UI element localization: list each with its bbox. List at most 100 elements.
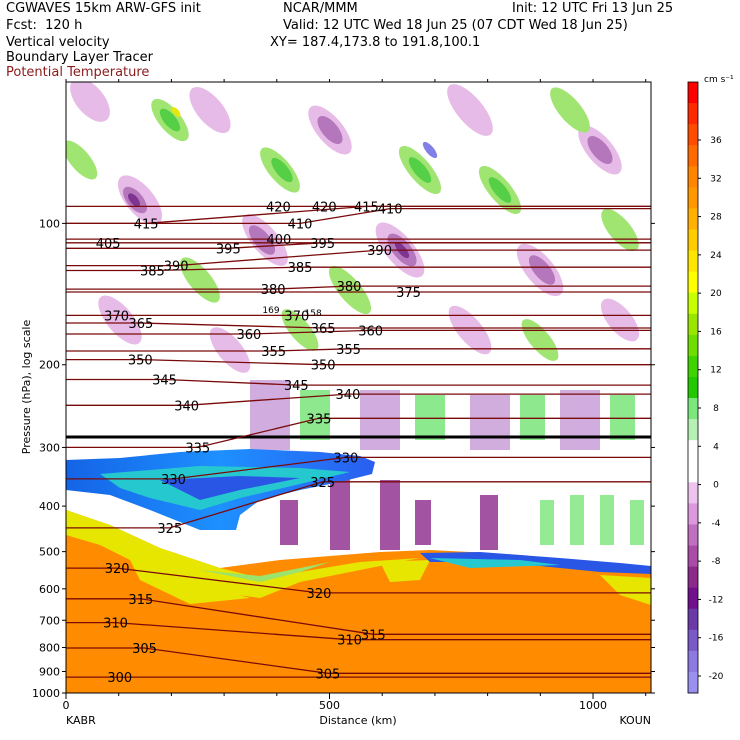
theta-label: 325 [157, 522, 182, 537]
field-boundary-layer-tracer: Boundary Layer Tracer [6, 50, 153, 65]
colorbar-label: 0 [713, 481, 719, 491]
theta-label: 395 [216, 242, 241, 257]
colorbar-label: 8 [713, 404, 719, 414]
theta-label: 380 [337, 280, 362, 295]
colorbar-label: 4 [713, 442, 719, 452]
theta-label: 305 [316, 667, 341, 682]
init-time: Init: 12 UTC Fri 13 Jun 25 [512, 1, 674, 16]
theta-label: 400 [267, 233, 292, 248]
colorbar-units: cm s⁻¹ [704, 75, 734, 85]
forecast-hour: Fcst: 120 h [6, 18, 83, 33]
theta-contour-390 [66, 249, 651, 267]
colorbar-swatch [688, 208, 698, 230]
colorbar-label: -4 [712, 519, 721, 529]
colorbar-label: -20 [709, 672, 724, 682]
colorbar-label: 20 [710, 289, 722, 299]
y-tick-label: 800 [39, 641, 60, 654]
colorbar-swatch [688, 166, 698, 188]
theta-label: 365 [128, 317, 153, 332]
colorbar-swatch [688, 313, 698, 336]
y-tick-label: 900 [39, 666, 60, 679]
x-axis: 0 500 1000 [63, 79, 647, 712]
theta-label: 315 [361, 628, 386, 643]
theta-label: 305 [132, 642, 157, 657]
y-tick-label: 400 [39, 500, 60, 513]
x-tick-label: 0 [63, 699, 70, 712]
theta-label: 380 [261, 283, 286, 298]
colorbar-swatch [688, 671, 698, 694]
colorbar-label: 36 [710, 136, 722, 146]
x-start-station: KABR [66, 714, 96, 727]
theta-contour-310 [66, 621, 651, 641]
colorbar-label: 16 [710, 327, 722, 337]
colorbar-swatch [688, 650, 698, 673]
theta-label: 320 [105, 562, 130, 577]
tropopause-label: 158 [305, 309, 322, 319]
theta-label: 345 [284, 379, 309, 394]
theta-label: 335 [185, 441, 210, 456]
colorbar-swatch [688, 398, 698, 420]
y-tick-label: 700 [39, 614, 60, 627]
chart-title: CGWAVES 15km ARW-GFS init [6, 1, 201, 16]
theta-label: 420 [312, 200, 337, 215]
field-potential-temperature: Potential Temperature [6, 65, 150, 80]
colorbar-swatch [688, 440, 698, 462]
theta-label: 405 [96, 237, 121, 252]
theta-label: 340 [174, 399, 199, 414]
theta-label: 385 [140, 265, 165, 280]
colorbar-swatch [688, 608, 698, 631]
x-axis-label: Distance (km) [319, 714, 396, 727]
theta-label: 360 [236, 328, 261, 343]
theta-contour-380 [66, 285, 651, 290]
y-tick-label: 500 [39, 546, 60, 559]
theta-label: 310 [337, 634, 362, 649]
theta-label: 415 [354, 200, 379, 215]
theta-label: 415 [134, 217, 159, 232]
y-tick-label: 100 [39, 217, 60, 230]
field-vertical-velocity: Vertical velocity [6, 35, 110, 50]
colorbar-label: 28 [710, 213, 722, 223]
theta-label: 355 [261, 345, 286, 360]
theta-label: 310 [103, 617, 128, 632]
theta-contour-355 [66, 348, 651, 352]
colorbar-swatch [688, 566, 698, 589]
vertical-velocity-waves [66, 82, 644, 550]
theta-label: 390 [164, 260, 189, 275]
colorbar-swatch [688, 82, 698, 104]
x-tick-label: 1000 [579, 699, 607, 712]
colorbar-label: 12 [710, 366, 721, 376]
colorbar-swatch [688, 503, 698, 525]
colorbar-swatch [688, 629, 698, 652]
theta-label: 395 [310, 237, 335, 252]
colorbar-swatch [688, 103, 698, 125]
colorbar-swatch [688, 145, 698, 167]
colorbar-swatch [688, 124, 698, 146]
colorbar-swatch [688, 334, 698, 357]
theta-label: 365 [311, 322, 336, 337]
colorbar: 36 32 28 24 20 16 12 8 4 0 -4 -8 -12 -16 -20 [687, 81, 724, 694]
theta-label: 320 [307, 587, 332, 602]
colorbar-label: -8 [712, 557, 721, 567]
theta-label: 340 [336, 388, 361, 403]
colorbar-swatch [688, 461, 698, 483]
y-tick-label: 600 [39, 583, 60, 596]
colorbar-label: -16 [709, 634, 724, 644]
theta-label: 370 [284, 309, 309, 324]
theta-contour-365 [66, 322, 651, 329]
theta-label: 315 [128, 593, 153, 608]
colorbar-swatch [688, 250, 698, 273]
theta-contour-385 [66, 266, 651, 272]
x-end-station: KOUN [619, 714, 651, 727]
theta-label: 350 [128, 354, 153, 369]
colorbar-swatch [688, 355, 698, 378]
colorbar-label: 32 [710, 174, 721, 184]
theta-contour-325 [66, 481, 651, 529]
tropopause-label: 169 [262, 306, 279, 316]
y-tick-label: 300 [39, 441, 60, 454]
colorbar-swatch [688, 419, 698, 441]
colorbar-swatch [688, 292, 698, 315]
colorbar-swatch [688, 376, 698, 399]
theta-label: 420 [266, 200, 291, 215]
y-tick-label: 200 [39, 359, 60, 372]
theta-label: 370 [104, 309, 129, 324]
